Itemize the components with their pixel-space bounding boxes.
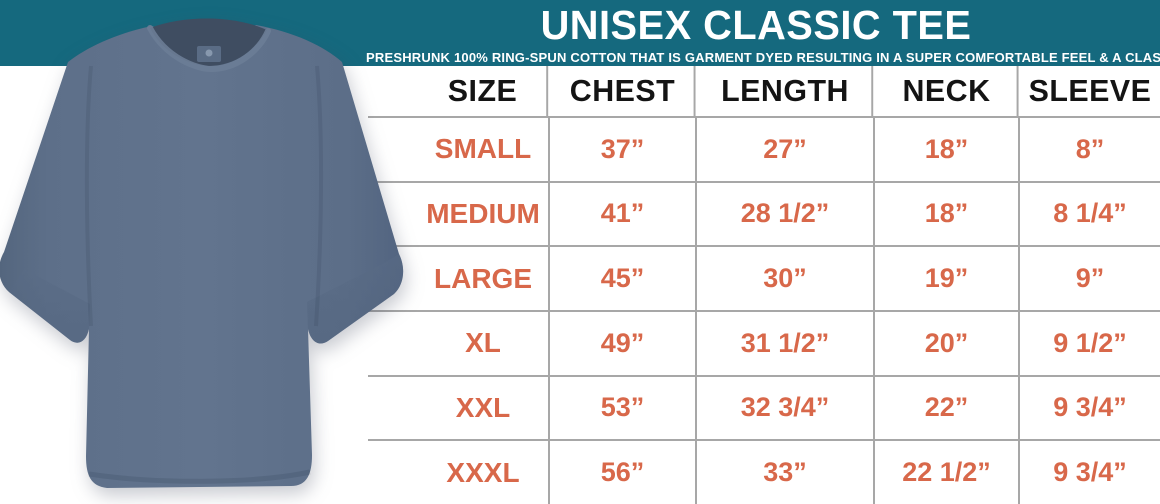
row-medium-chest: 41” — [550, 180, 697, 246]
tshirt-graphic — [0, 18, 404, 488]
header-cell-chest: CHEST — [551, 66, 696, 116]
tshirt-body — [0, 25, 404, 488]
row-xxl-size: XXL — [368, 374, 550, 440]
tshirt-tag-logo — [205, 49, 213, 57]
row-medium-sleeve: 8 1/4” — [1020, 180, 1160, 246]
row-medium-length: 28 1/2” — [697, 180, 875, 246]
row-xl-length: 31 1/2” — [697, 309, 875, 375]
page-title: UNISEX CLASSIC TEE — [540, 2, 972, 48]
row-xl-sleeve: 9 1/2” — [1020, 309, 1160, 375]
row-large-neck: 19” — [875, 245, 1020, 310]
row-xl-size: XL — [368, 309, 550, 375]
tshirt-image — [0, 4, 414, 504]
tshirt-sleeve-shadow-left — [9, 269, 90, 343]
header-cell-size: SIZE — [370, 66, 549, 116]
row-xxl-chest: 53” — [550, 374, 697, 440]
page-subtitle: PRESHRUNK 100% RING-SPUN COTTON THAT IS … — [366, 50, 1160, 65]
row-xxxl-neck: 22 1/2” — [875, 439, 1020, 504]
row-small-length: 27” — [697, 116, 875, 181]
tshirt-collar-rim — [147, 25, 271, 73]
tshirt-seam-left — [84, 65, 93, 327]
row-medium-size: MEDIUM — [368, 180, 550, 246]
row-xxl-neck: 22” — [875, 374, 1020, 440]
row-xxxl-sleeve: 9 3/4” — [1020, 439, 1160, 504]
row-xxxl-chest: 56” — [550, 439, 697, 504]
row-xl-chest: 49” — [550, 309, 697, 375]
row-xxxl-length: 33” — [697, 439, 875, 504]
tshirt-sleeve-shadow-right — [307, 254, 404, 344]
row-small-sleeve: 8” — [1020, 116, 1160, 181]
row-large-sleeve: 9” — [1020, 245, 1160, 310]
row-xxl-sleeve: 9 3/4” — [1020, 374, 1160, 440]
row-xl-neck: 20” — [875, 309, 1020, 375]
row-large-chest: 45” — [550, 245, 697, 310]
row-large-size: LARGE — [368, 245, 550, 310]
tshirt-collar — [150, 18, 267, 66]
header-cell-sleeve: SLEEVE — [1028, 73, 1152, 108]
row-medium-neck: 18” — [875, 180, 1020, 246]
row-small-neck: 18” — [875, 116, 1020, 181]
row-small-size: SMALL — [368, 116, 550, 181]
row-small-chest: 37” — [550, 116, 697, 181]
row-xxl-length: 32 3/4” — [697, 374, 875, 440]
row-xxxl-size: XXXL — [368, 439, 550, 504]
tshirt-hem-shadow — [88, 469, 311, 484]
size-chart-table: SIZE CHEST LENGTH NECK SLEEVE SMALL 37” … — [368, 66, 1160, 504]
header-cell-neck: NECK — [876, 66, 1019, 116]
header-cell-length: LENGTH — [699, 66, 874, 116]
row-large-length: 30” — [697, 245, 875, 310]
tshirt-seam-right — [314, 65, 324, 327]
